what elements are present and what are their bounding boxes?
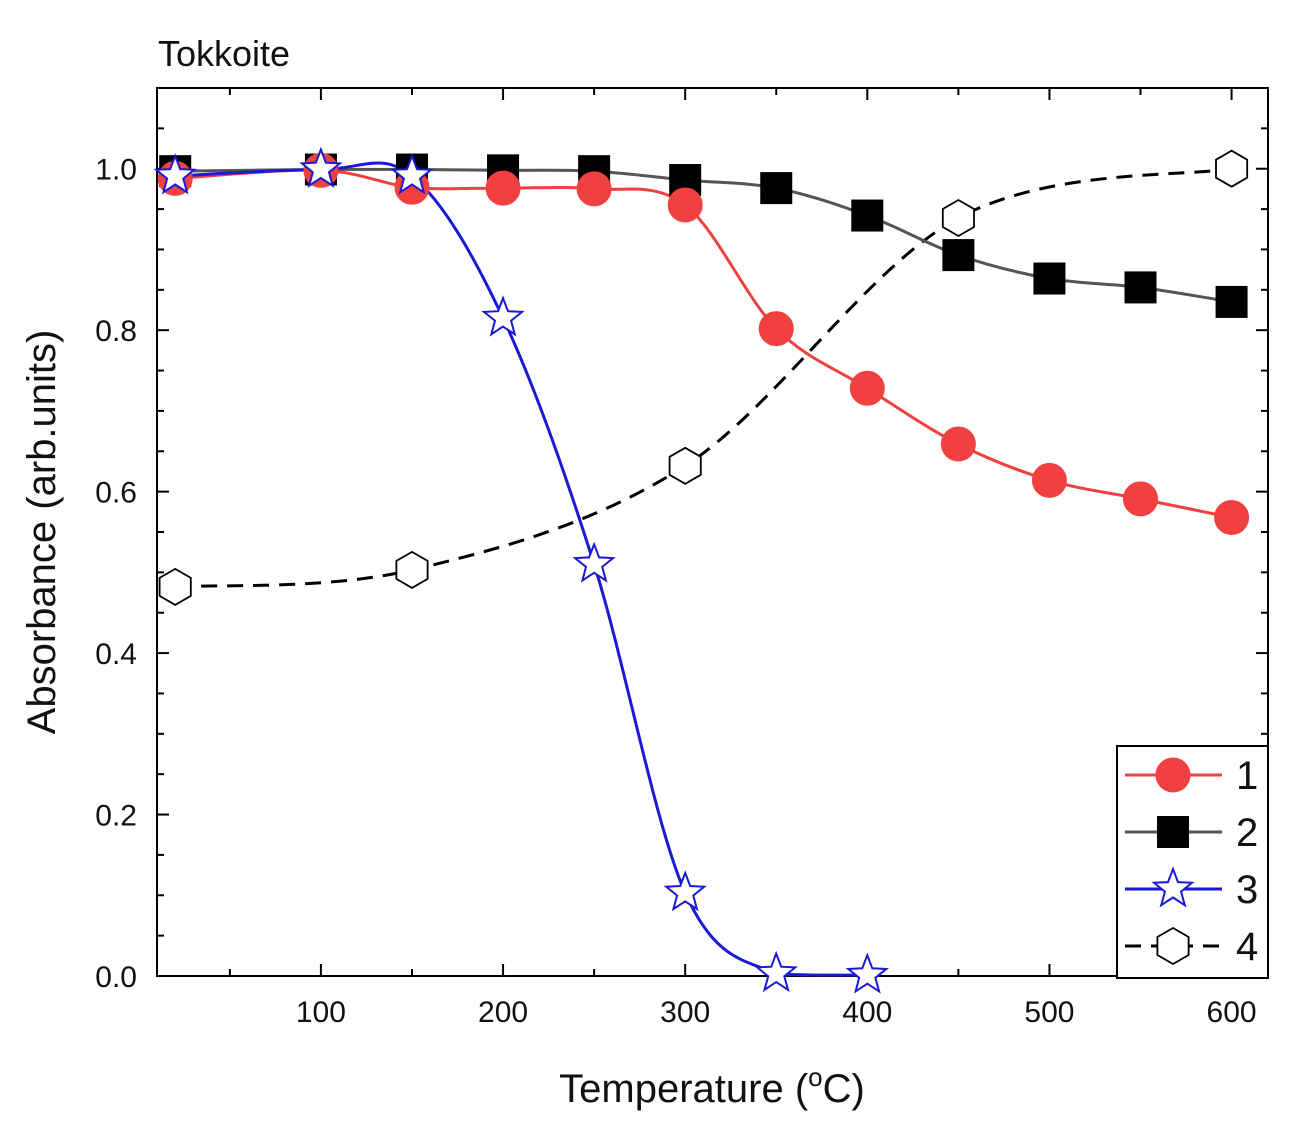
series-2-point — [760, 172, 793, 205]
series-3-point — [572, 541, 616, 583]
series-curves — [175, 161, 1232, 977]
legend-item-4: 4 — [1125, 925, 1258, 969]
axis-ticks — [157, 88, 1268, 977]
y-tick-label: 0.8 — [95, 315, 137, 348]
series-4-point — [1215, 149, 1249, 188]
x-tick-label: 400 — [842, 996, 892, 1029]
series-2-point — [942, 239, 975, 272]
x-axis-title: Temperature (oC) — [559, 1062, 865, 1111]
series-3-point — [390, 153, 434, 195]
series-1-point — [576, 171, 612, 207]
series-1-point — [667, 187, 703, 223]
series-3-line — [175, 161, 868, 977]
series-2-point — [851, 199, 884, 232]
x-tick-label: 200 — [478, 996, 528, 1029]
series-4-point — [668, 446, 702, 485]
series-2-point — [1033, 262, 1066, 295]
series-2-point — [1124, 271, 1157, 304]
y-tick-label: 0.0 — [95, 961, 137, 994]
series-4-line — [175, 167, 1232, 589]
series-3-point — [481, 295, 525, 337]
series-3-point — [299, 146, 343, 188]
legend-item-1: 1 — [1125, 754, 1258, 798]
series-3-point — [663, 870, 707, 912]
x-tick-label: 500 — [1024, 996, 1074, 1029]
series-1-markers — [157, 152, 1250, 535]
y-tick-label: 0.4 — [95, 638, 137, 671]
series-1-line — [175, 168, 1232, 519]
x-tick-label: 300 — [660, 996, 710, 1029]
legend-box — [1116, 745, 1269, 979]
series-1-point — [940, 426, 976, 462]
series-2-point — [1215, 285, 1248, 318]
series-3-point — [754, 950, 798, 993]
y-axis-title: Absorbance (arb.units) — [20, 330, 64, 735]
y-tick-label: 0.2 — [95, 800, 137, 833]
series-3-markers — [153, 146, 889, 994]
x-tick-label: 100 — [296, 996, 346, 1029]
series-4-point — [395, 550, 429, 589]
y-tick-label: 1.0 — [95, 154, 137, 187]
series-1-point — [1031, 462, 1067, 498]
series-1-point — [1123, 481, 1159, 517]
legend-marker-3 — [1151, 866, 1195, 908]
series-4-point — [158, 567, 192, 606]
series-2-line — [175, 167, 1232, 304]
x-tick-label: 600 — [1207, 996, 1257, 1029]
legend-item-3: 3 — [1125, 866, 1258, 912]
series-4-markers — [158, 149, 1249, 606]
legend-marker-2 — [1157, 816, 1189, 848]
series-markers — [153, 146, 1250, 994]
series-1-point — [485, 170, 521, 206]
legend: 1 2 3 4 — [1116, 745, 1269, 979]
series-4-point — [941, 198, 975, 238]
series-1-point — [849, 370, 885, 406]
legend-label-1: 1 — [1236, 754, 1258, 798]
series-1-point — [758, 311, 794, 347]
chart-title: Tokkoite — [158, 33, 290, 74]
y-tick-label: 0.6 — [95, 477, 137, 510]
series-1-point — [1214, 499, 1250, 535]
series-3-point — [845, 952, 889, 994]
legend-label-2: 2 — [1236, 811, 1258, 855]
plot-frame — [156, 87, 1269, 977]
legend-label-3: 3 — [1236, 868, 1258, 912]
legend-item-2: 2 — [1125, 811, 1258, 855]
legend-marker-4 — [1156, 926, 1190, 966]
series-3-point — [153, 153, 197, 195]
legend-label-4: 4 — [1236, 925, 1258, 969]
plot-area-border — [156, 87, 1269, 977]
series-2-markers — [159, 153, 1248, 318]
legend-marker-1 — [1155, 757, 1191, 793]
axis-tick-labels: 100 200 300 400 500 600 0.0 0.2 0.4 0.6 0.8 1.0 — [95, 154, 1256, 1029]
